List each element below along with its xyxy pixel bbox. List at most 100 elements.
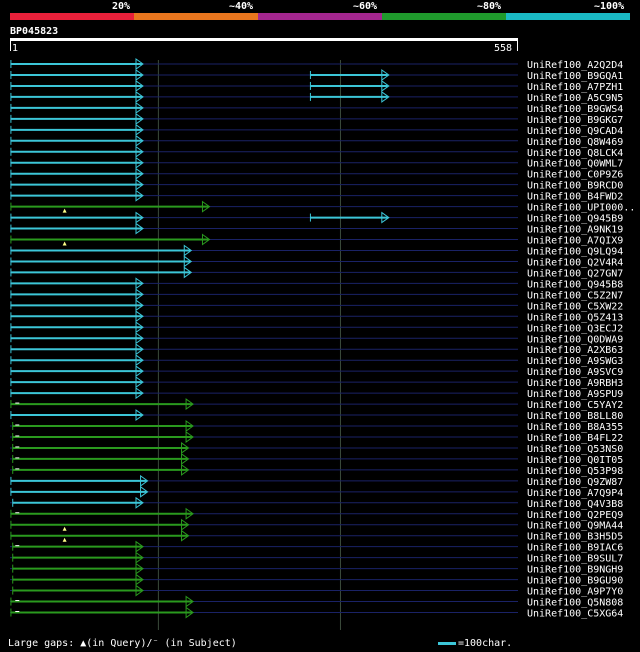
hit-name[interactable]: UniRef100_A2XB63	[527, 345, 623, 356]
hit-name[interactable]: UniRef100_Q53P98	[527, 466, 623, 477]
scale-segment-20	[10, 13, 134, 20]
query-id: BP045823	[10, 26, 59, 37]
hit-segment-arrow	[183, 266, 193, 279]
hit-name[interactable]: UniRef100_Q53NS0	[527, 444, 623, 455]
legend-scale-bar	[438, 641, 456, 645]
hit-segment-arrow	[135, 354, 144, 367]
hit-name[interactable]: UniRef100_Q2PEQ9	[527, 510, 623, 521]
hit-segment-arrow	[135, 299, 144, 312]
hit-name[interactable]: UniRef100_A2Q2D4	[527, 60, 623, 71]
hit-name[interactable]: UniRef100_B9GQA1	[527, 71, 623, 82]
hit-segment-arrow	[135, 584, 144, 597]
hit-segment-arrow	[185, 507, 194, 520]
hit-segment-arrow	[201, 233, 211, 246]
scale-segment-80	[382, 13, 506, 20]
hit-segment-arrow	[135, 123, 144, 136]
hit-name[interactable]: UniRef100_Q9MA44	[527, 521, 623, 532]
hit-segment-arrow	[140, 485, 149, 498]
hit-name[interactable]: UniRef100_Q4V3B8	[527, 499, 623, 510]
hit-segment-arrow	[135, 310, 144, 323]
hit-segment-arrow	[135, 277, 144, 290]
hit-name[interactable]: UniRef100_B8A355	[527, 422, 623, 433]
hit-name[interactable]: UniRef100_Q2V4R4	[527, 257, 623, 268]
query-ruler	[10, 38, 518, 41]
hit-segment-arrow	[135, 189, 144, 202]
scale-label-60: ~60%	[353, 1, 378, 12]
hit-segment-arrow	[135, 551, 144, 564]
scale-label-80: ~80%	[477, 1, 502, 12]
hit-name[interactable]: UniRef100_Q9CAD4	[527, 126, 623, 137]
hit-segment-arrow	[135, 211, 144, 224]
hit-name[interactable]: UniRef100_A9SWG3	[527, 356, 623, 367]
hit-name[interactable]: UniRef100_B9GWS4	[527, 104, 623, 115]
ruler-end-tick	[517, 40, 518, 51]
hit-name[interactable]: UniRef100_Q5N808	[527, 598, 623, 609]
hit-segment-arrow	[135, 156, 144, 169]
hit-name[interactable]: UniRef100_Q0IT05	[527, 455, 623, 466]
hit-segment-arrow	[185, 595, 194, 608]
hit-name[interactable]: UniRef100_B9GU90	[527, 576, 623, 587]
scale-label-20: 20%	[112, 1, 131, 12]
hit-segment-arrow	[381, 79, 390, 92]
hit-name[interactable]: UniRef100_UPI000..	[527, 203, 635, 214]
hit-name[interactable]: UniRef100_A5C9N5	[527, 93, 623, 104]
hit-name[interactable]: UniRef100_Q0WML7	[527, 159, 623, 170]
hit-name[interactable]: UniRef100_A9SPU9	[527, 389, 623, 400]
hit-name[interactable]: UniRef100_C5YAY2	[527, 400, 623, 411]
hit-name[interactable]: UniRef100_C5XW22	[527, 301, 623, 312]
hit-segment-arrow	[183, 244, 193, 257]
hit-name[interactable]: UniRef100_B9NGH9	[527, 565, 623, 576]
hit-name[interactable]: UniRef100_B4FL22	[527, 433, 623, 444]
hit-segment-arrow	[135, 343, 144, 356]
hit-name[interactable]: UniRef100_A9RBH3	[527, 378, 623, 389]
legend-gaps: Large gaps: ▲(in Query)/⁻ (in Subject)	[8, 638, 237, 649]
hit-segment-arrow	[135, 167, 144, 180]
hit-segment-arrow	[181, 518, 190, 531]
hit-segment-arrow	[381, 68, 390, 81]
hit-name[interactable]: UniRef100_Q5Z413	[527, 312, 623, 323]
hit-name[interactable]: UniRef100_Q27GN7	[527, 268, 623, 279]
hit-name[interactable]: UniRef100_Q9ZW87	[527, 477, 623, 488]
query-gap-marker	[62, 241, 67, 246]
hit-name[interactable]: UniRef100_Q0DWA9	[527, 334, 623, 345]
hit-name[interactable]: UniRef100_Q9LQ94	[527, 246, 623, 257]
hit-name[interactable]: UniRef100_Q8W469	[527, 137, 623, 148]
hit-segment-arrow	[181, 441, 190, 454]
ruler-start-tick	[10, 40, 11, 51]
hit-segment-arrow	[381, 211, 390, 224]
hit-name[interactable]: UniRef100_Q8LCK4	[527, 148, 623, 159]
hit-name[interactable]: UniRef100_A9SVC9	[527, 367, 623, 378]
hit-name[interactable]: UniRef100_A7PZH1	[527, 82, 623, 93]
hit-name[interactable]: UniRef100_Q3ECJ2	[527, 323, 623, 334]
ruler-end-label: 558	[494, 43, 513, 54]
hit-segment-arrow	[181, 529, 190, 542]
hit-name[interactable]: UniRef100_B9IAC6	[527, 543, 623, 554]
hit-name[interactable]: UniRef100_A9P7Y0	[527, 587, 623, 598]
hit-segment-arrow	[135, 145, 144, 158]
hit-name[interactable]: UniRef100_Q945B8	[527, 279, 623, 290]
query-gap-marker	[62, 208, 67, 213]
hit-name[interactable]: UniRef100_B4FWD2	[527, 192, 623, 203]
hit-name[interactable]: UniRef100_B8LL80	[527, 411, 623, 422]
scale-segment-100	[506, 13, 630, 20]
hit-segment-arrow	[181, 452, 190, 465]
hit-segment-arrow	[135, 134, 144, 147]
hit-name[interactable]: UniRef100_A7QIX9	[527, 236, 623, 247]
hit-name[interactable]: UniRef100_B3H5D5	[527, 532, 623, 543]
legend-scale-text: =100char.	[458, 638, 513, 649]
scale-label-100: ~100%	[594, 1, 625, 12]
scale-label-40: ~40%	[229, 1, 254, 12]
hit-segment-arrow	[135, 365, 144, 378]
hit-name[interactable]: UniRef100_B9GKG7	[527, 115, 623, 126]
hit-name[interactable]: UniRef100_C0P9Z6	[527, 170, 623, 181]
hit-name[interactable]: UniRef100_C5XG64	[527, 609, 623, 620]
hit-name[interactable]: UniRef100_A7Q9P4	[527, 488, 623, 499]
hit-name[interactable]: UniRef100_C5Z2N7	[527, 290, 623, 301]
hit-name[interactable]: UniRef100_B9RCD0	[527, 181, 623, 192]
hit-name[interactable]: UniRef100_A9NK19	[527, 225, 623, 236]
hit-name[interactable]: UniRef100_Q945B9	[527, 214, 623, 225]
scale-labels: 20% ~40% ~60% ~80% ~100%	[0, 0, 640, 12]
hit-segment-arrow	[135, 332, 144, 345]
hit-name[interactable]: UniRef100_B9SUL7	[527, 554, 623, 565]
